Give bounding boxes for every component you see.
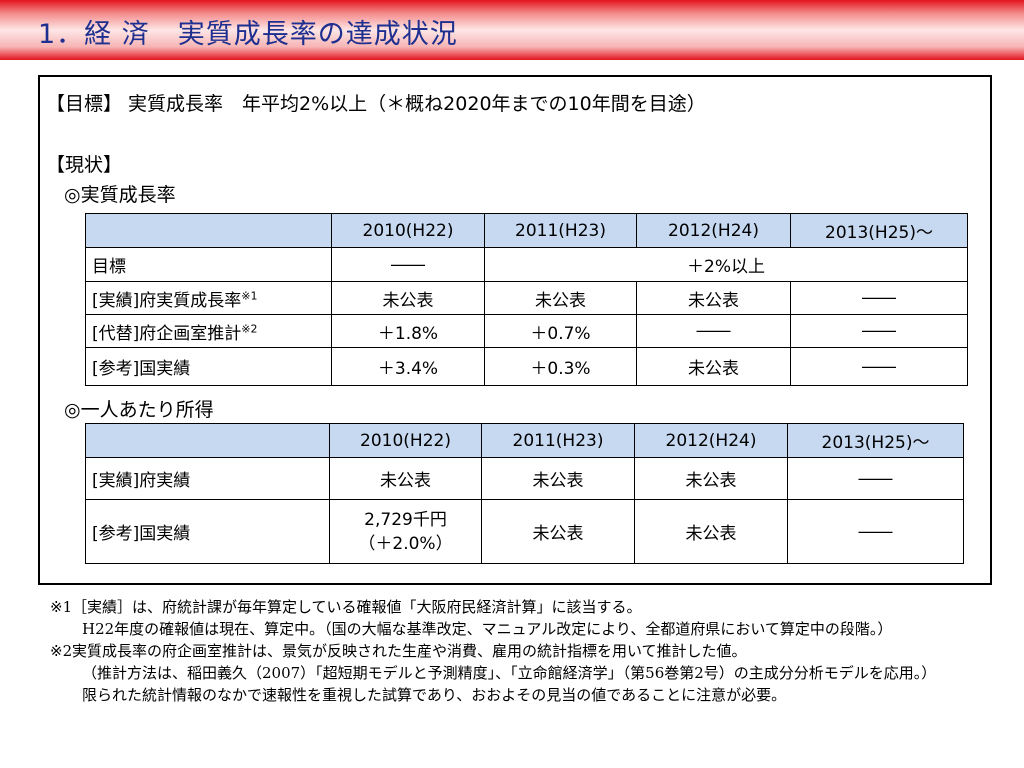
row-label-text: [参考]国実績 (92, 359, 191, 379)
title: 1．経 済 実質成長率の達成状況 (38, 19, 458, 50)
header-row: 2010(H22) 2011(H23) 2012(H24) 2013(H25)～ (85, 423, 964, 458)
section-heading: ◎一人あたり所得 (64, 399, 214, 421)
cell: ―― (331, 247, 485, 282)
column-header: 2013(H25)～ (790, 213, 968, 248)
header-row: 2010(H22) 2011(H23) 2012(H24) 2013(H25)～ (85, 213, 968, 248)
cell: 未公表 (634, 457, 788, 500)
row: [実績]府実績 未公表 未公表 未公表 ―― (85, 457, 964, 500)
note-ref: ※2 (241, 321, 258, 335)
cell-line: 2,729千円 (364, 509, 447, 530)
column-header: 2011(H23) (484, 213, 637, 248)
cell: ＋3.4% (331, 347, 485, 386)
row-label-text: [実績]府実績 (92, 471, 191, 491)
cell: 未公表 (481, 499, 635, 564)
column-header: 2012(H24) (636, 213, 791, 248)
row-label-text: 目標 (92, 257, 126, 277)
data-table: 2010(H22) 2011(H23) 2012(H24) 2013(H25)～ 目標 ―… (85, 213, 968, 386)
cell: 未公表 (484, 281, 637, 315)
note-text: ［実績］は、府統計課が毎年算定している確報値「大阪府民経済計算」に該当する。 (72, 598, 642, 616)
cell: 未公表 (481, 457, 635, 500)
notes: ※1 ［実績］は、府統計課が毎年算定している確報値「大阪府民経済計算」に該当する。… (50, 596, 970, 706)
cell: ―― (636, 314, 791, 348)
note-ref: ※1 (241, 288, 258, 302)
cell: 未公表 (636, 347, 791, 386)
cell: ―― (790, 347, 968, 386)
row-label: [参考]国実績 (85, 499, 330, 564)
row-label: [代替]府企画室推計※2 (85, 314, 332, 348)
row-label: [参考]国実績 (85, 347, 332, 386)
row-label-text: [実績]府実質成長率 (92, 290, 242, 311)
cell: ＋2%以上 (484, 247, 968, 282)
row-label: [実績]府実質成長率※1 (85, 281, 332, 315)
cell: ―― (787, 457, 964, 500)
column-header: 2013(H25)～ (787, 423, 964, 458)
cell: ＋0.3% (484, 347, 637, 386)
column-header: 2010(H22) (331, 213, 485, 248)
cell: ＋1.8% (331, 314, 485, 348)
note-marker: ※2 (50, 642, 73, 660)
row: [実績]府実質成長率※1 未公表 未公表 未公表 ―― (85, 281, 968, 315)
row: 目標 ―― ＋2%以上 (85, 247, 968, 282)
status-heading: 【現状】 (46, 154, 123, 176)
cell: 未公表 (329, 457, 482, 500)
row-label: [実績]府実績 (85, 457, 330, 500)
row: [代替]府企画室推計※2 ＋1.8% ＋0.7% ―― ―― (85, 314, 968, 348)
cell-line: （＋2.0%） (358, 533, 453, 554)
note-text: 実質成長率の府企画室推計は、景気が反映された生産や消費、雇用の統計指標を用いて推… (72, 642, 747, 660)
row-label-text: [参考]国実績 (92, 524, 191, 544)
cell: 2,729千円 （＋2.0%） (329, 499, 482, 564)
note-text: 限られた統計情報のなかで速報性を重視した試算であり、おおよその見当の値であること… (82, 686, 787, 704)
row: [参考]国実績 2,729千円 （＋2.0%） 未公表 未公表 ―― (85, 499, 964, 564)
row-label: 目標 (85, 247, 332, 282)
cell: ―― (787, 499, 964, 564)
cell: 未公表 (634, 499, 788, 564)
note: ※1 ［実績］は、府統計課が毎年算定している確報値「大阪府民経済計算」に該当する。… (50, 596, 970, 640)
cell: ＋0.7% (484, 314, 637, 348)
corner-cell (85, 423, 330, 458)
cell: 未公表 (636, 281, 791, 315)
data-table: 2010(H22) 2011(H23) 2012(H24) 2013(H25)～ [実績… (85, 423, 964, 564)
note-marker: ※1 (50, 598, 73, 616)
cell: 未公表 (331, 281, 485, 315)
section-heading: ◎実質成長率 (64, 184, 176, 206)
row-label-text: [代替]府企画室推計 (92, 323, 242, 344)
corner-cell (85, 213, 332, 248)
content-box (38, 75, 992, 585)
row: [参考]国実績 ＋3.4% ＋0.3% 未公表 ―― (85, 347, 968, 386)
column-header: 2012(H24) (634, 423, 788, 458)
cell: ―― (790, 314, 968, 348)
note-text: （推計方法は、稲田義久（2007）「超短期モデルと予測精度」、「立命館経済学」（… (82, 664, 937, 682)
header-band: 1．経 済 実質成長率の達成状況 (0, 0, 1024, 60)
note-text: H22年度の確報値は現在、算定中。（国の大幅な基準改定、マニュアル改定により、全… (82, 620, 893, 638)
note: ※2 実質成長率の府企画室推計は、景気が反映された生産や消費、雇用の統計指標を用い… (50, 640, 970, 706)
goal: 【目標】 実質成長率 年平均2%以上（＊概ね2020年までの10年間を目途） (46, 93, 706, 115)
column-header: 2010(H22) (329, 423, 482, 458)
column-header: 2011(H23) (481, 423, 635, 458)
cell: ―― (790, 281, 968, 315)
